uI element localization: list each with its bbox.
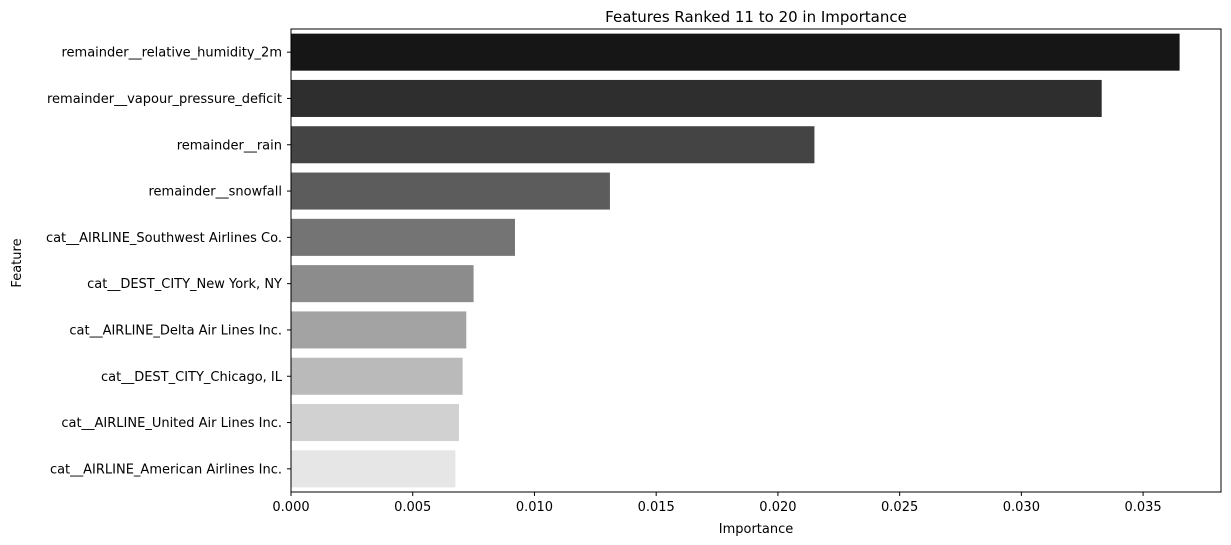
bar-6 (291, 265, 474, 303)
y-tick-label: remainder__snowfall (149, 185, 283, 200)
x-tick-label: 0.000 (272, 500, 309, 515)
y-tick-group: remainder__relative_humidity_2m remainder… (46, 46, 291, 477)
y-tick-label: cat__AIRLINE_Southwest Airlines Co. (46, 231, 282, 246)
x-tick-label: 0.015 (638, 500, 675, 515)
plot-frame (290, 28, 1222, 493)
bar-2 (291, 79, 1102, 117)
bar-1 (291, 33, 1180, 71)
bar-4 (291, 172, 610, 210)
x-tick-label: 0.025 (881, 500, 918, 515)
bar-9 (291, 404, 459, 442)
x-axis-title: Importance (719, 522, 794, 537)
y-axis-title: Feature (10, 238, 25, 287)
y-tick-label: cat__DEST_CITY_New York, NY (87, 277, 282, 292)
y-tick-label: remainder__relative_humidity_2m (61, 46, 282, 61)
bar-10 (291, 450, 456, 488)
y-tick-label: cat__DEST_CITY_Chicago, IL (101, 370, 283, 385)
x-tick-label: 0.035 (1124, 500, 1161, 515)
x-tick-label: 0.010 (516, 500, 553, 515)
x-tick-group: 0.000 0.005 0.010 0.015 0.020 0.025 0.030 0.035 (272, 492, 1162, 515)
y-tick-label: cat__AIRLINE_United Air Lines Inc. (61, 416, 282, 431)
x-tick-label: 0.020 (759, 500, 796, 515)
x-tick-label: 0.005 (394, 500, 431, 515)
y-tick-label: cat__AIRLINE_Delta Air Lines Inc. (69, 323, 282, 338)
bar-7 (291, 311, 467, 349)
chart-title: Features Ranked 11 to 20 in Importance (605, 8, 907, 26)
y-tick-label: remainder__vapour_pressure_deficit (47, 92, 282, 107)
bar-3 (291, 126, 815, 164)
x-tick-label: 0.030 (1003, 500, 1040, 515)
bar-5 (291, 218, 515, 256)
bar-8 (291, 357, 463, 395)
y-tick-label: remainder__rain (177, 138, 282, 153)
y-tick-label: cat__AIRLINE_American Airlines Inc. (50, 462, 282, 477)
bars-group (291, 33, 1180, 488)
